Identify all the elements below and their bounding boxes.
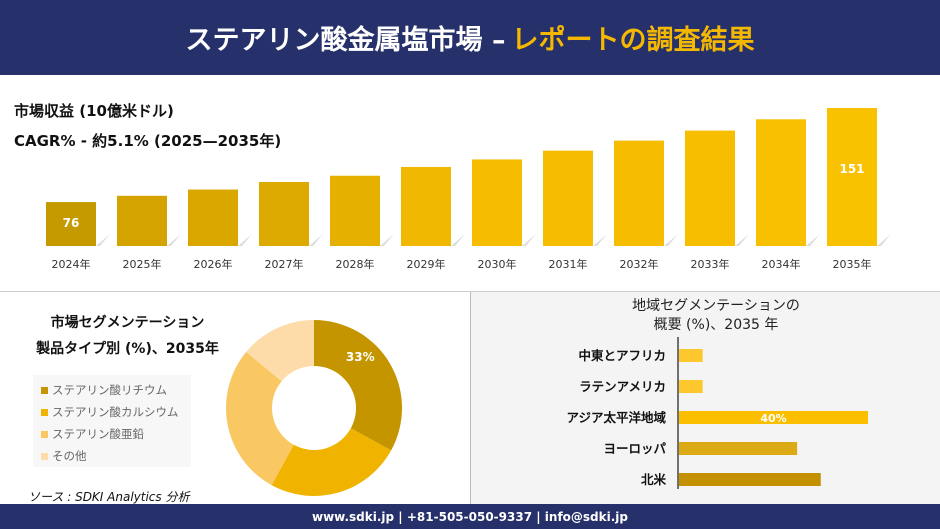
region-label: ラテンアメリカ	[579, 379, 666, 394]
legend-item: その他	[41, 445, 183, 467]
year-label: 2033年	[691, 257, 730, 271]
segment-title: 市場セグメンテーション 製品タイプ別 (%)、2035年	[20, 310, 235, 362]
region-value-label: 40%	[760, 412, 786, 425]
region-label: ヨーロッパ	[603, 441, 666, 456]
legend-swatch	[41, 386, 48, 394]
legend-item: ステアリン酸カルシウム	[41, 401, 183, 423]
revenue-bar	[259, 182, 309, 246]
legend-label: ステアリン酸リチウム	[52, 383, 167, 397]
legend-swatch	[41, 408, 48, 416]
region-label: 北米	[641, 472, 667, 487]
revenue-bar	[756, 119, 806, 246]
bar-shadow	[735, 234, 749, 246]
revenue-bar	[188, 189, 238, 246]
bar-value-label: 151	[839, 162, 864, 176]
footer-contact: www.sdki.jp | +81-505-050-9337 | info@sd…	[0, 504, 940, 529]
donut-slice	[314, 320, 402, 451]
year-label: 2026年	[194, 257, 233, 271]
revenue-bar	[401, 166, 451, 246]
bar-shadow	[593, 234, 607, 246]
revenue-bar	[543, 150, 593, 246]
region-bar	[679, 411, 868, 424]
bar-shadow	[167, 234, 181, 246]
region-bar	[679, 473, 821, 486]
section-divider	[0, 291, 940, 292]
year-label: 2030年	[478, 257, 517, 271]
region-bar	[679, 442, 798, 455]
revenue-bar	[614, 140, 664, 246]
revenue-bar	[46, 202, 96, 246]
bar-shadow	[877, 234, 891, 246]
bar-shadow	[309, 234, 323, 246]
region-title-line1: 地域セグメンテーションの	[632, 298, 800, 314]
legend-label: ステアリン酸亜鉛	[52, 427, 144, 441]
revenue-bar	[685, 130, 735, 246]
legend-item: ステアリン酸リチウム	[41, 379, 183, 401]
revenue-bar	[330, 175, 380, 246]
revenue-bar-chart: 2024年 76 2025年 2026年 2027年 2028年 2029年 2030年 203…	[46, 108, 891, 271]
year-label: 2027年	[265, 257, 304, 271]
revenue-bar	[827, 108, 877, 246]
segment-title-line2: 製品タイプ別 (%)、2035年	[36, 341, 219, 357]
donut-slice	[246, 320, 314, 382]
year-label: 2032年	[620, 257, 659, 271]
region-title: 地域セグメンテーションの 概要 (%)、2035 年	[471, 297, 940, 335]
slice-label: 33%	[346, 350, 375, 364]
region-label: アジア太平洋地域	[566, 410, 666, 425]
year-label: 2035年	[833, 257, 872, 271]
region-bar	[679, 380, 703, 393]
region-bar	[679, 349, 703, 362]
donut-slice	[271, 428, 392, 496]
bar-shadow	[238, 234, 252, 246]
region-title-line2: 概要 (%)、2035 年	[653, 317, 779, 333]
bar-shadow	[380, 234, 394, 246]
source-text: ソース : SDKI Analytics 分析	[28, 490, 190, 504]
product-type-donut-chart: 33%	[225, 320, 402, 496]
legend-swatch	[41, 430, 48, 438]
year-label: 2028年	[336, 257, 375, 271]
legend-swatch	[41, 452, 48, 460]
revenue-bar	[472, 159, 522, 246]
header-title-accent: レポートの調査結果	[511, 25, 755, 56]
year-label: 2025年	[123, 257, 162, 271]
bar-shadow	[522, 234, 536, 246]
year-label: 2029年	[407, 257, 446, 271]
bar-shadow	[664, 234, 678, 246]
legend-label: ステアリン酸カルシウム	[52, 405, 179, 419]
report-header: ステアリン酸金属塩市場 – レポートの調査結果	[0, 0, 940, 75]
revenue-bar	[117, 195, 167, 246]
bar-value-label: 76	[63, 216, 80, 230]
legend-item: ステアリン酸亜鉛	[41, 423, 183, 445]
donut-slice	[225, 351, 294, 486]
bar-shadow	[451, 234, 465, 246]
year-label: 2031年	[549, 257, 588, 271]
cagr-text: CAGR% - 約5.1% (2025—2035年)	[14, 132, 282, 150]
region-label: 中東とアフリカ	[578, 348, 666, 363]
region-panel: 地域セグメンテーションの 概要 (%)、2035 年 中東とアフリカ ラテンアメリ…	[470, 292, 940, 504]
revenue-title: 市場収益 (10億米ドル)	[14, 102, 174, 120]
segment-title-line1: 市場セグメンテーション	[50, 315, 205, 331]
bar-shadow	[96, 234, 110, 246]
year-label: 2024年	[52, 257, 91, 271]
year-label: 2034年	[762, 257, 801, 271]
legend-label: その他	[52, 449, 87, 463]
donut-legend: ステアリン酸リチウム ステアリン酸カルシウム ステアリン酸亜鉛 その他	[33, 375, 191, 467]
header-title: ステアリン酸金属塩市場 –	[185, 25, 506, 56]
bar-shadow	[806, 234, 820, 246]
